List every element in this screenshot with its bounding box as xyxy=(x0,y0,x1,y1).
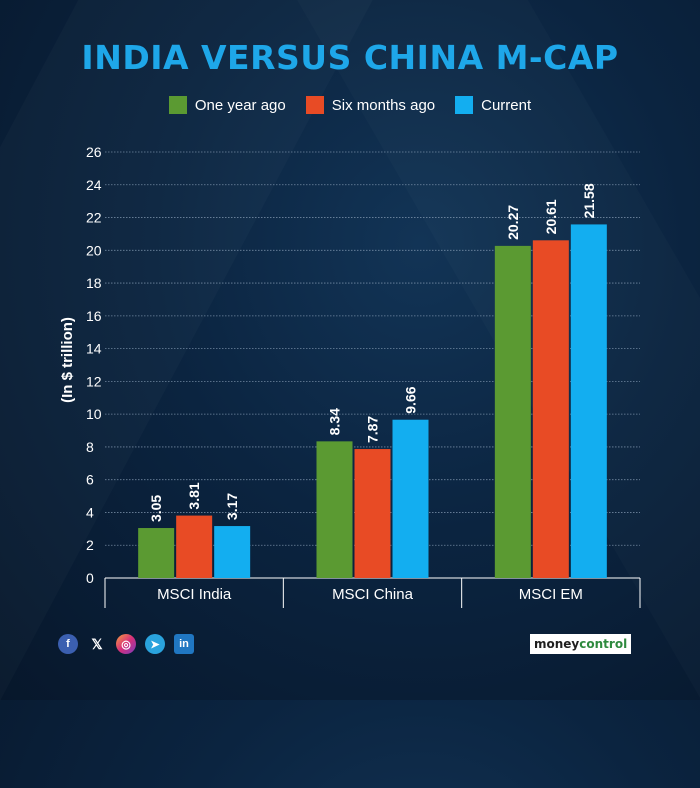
legend-label: Six months ago xyxy=(331,96,436,114)
bar xyxy=(392,419,429,578)
data-label: 21.58 xyxy=(581,183,597,218)
bar xyxy=(532,240,569,578)
y-tick-label: 10 xyxy=(86,406,102,422)
legend-label: One year ago xyxy=(194,96,286,114)
y-axis-label: (In $ trillion) xyxy=(59,317,76,403)
bar xyxy=(316,441,353,578)
data-label: 20.61 xyxy=(543,199,559,234)
brand-part-control: control xyxy=(579,637,628,651)
data-label: 7.87 xyxy=(365,416,381,443)
data-label: 3.17 xyxy=(224,493,240,520)
bar xyxy=(176,515,213,578)
bar xyxy=(494,245,531,578)
data-label: 20.27 xyxy=(505,205,521,240)
y-tick-label: 6 xyxy=(86,472,94,488)
instagram-icon[interactable]: ◎ xyxy=(116,634,136,654)
legend-swatch-six-months-ago xyxy=(305,96,324,114)
legend-item-six-months-ago: Six months ago xyxy=(305,96,436,114)
y-tick-label: 26 xyxy=(86,144,102,160)
y-tick-label: 4 xyxy=(86,504,94,520)
chart-legend: One year ago Six months ago Current xyxy=(0,96,700,114)
moneycontrol-logo: money control xyxy=(530,634,632,654)
facebook-icon[interactable]: f xyxy=(58,634,78,654)
x-tick-label: MSCI China xyxy=(332,586,414,603)
legend-label: Current xyxy=(481,96,532,114)
x-icon[interactable]: 𝕏 xyxy=(91,635,103,652)
legend-swatch-one-year-ago xyxy=(168,96,187,114)
y-tick-label: 16 xyxy=(86,308,102,324)
linkedin-icon[interactable]: in xyxy=(174,634,194,654)
legend-swatch-current xyxy=(455,96,474,114)
data-label: 3.81 xyxy=(186,482,202,509)
y-tick-label: 12 xyxy=(86,373,102,389)
chart-title: INDIA VERSUS CHINA M-CAP xyxy=(81,38,619,77)
data-label: 3.05 xyxy=(148,495,164,522)
y-tick-label: 20 xyxy=(86,242,102,258)
y-tick-label: 14 xyxy=(86,341,102,357)
brand-part-money: money xyxy=(534,637,580,651)
social-icons: f 𝕏 ◎ ➤ in xyxy=(58,634,194,654)
y-tick-label: 8 xyxy=(86,439,94,455)
x-tick-label: MSCI India xyxy=(157,586,232,603)
data-label: 9.66 xyxy=(403,386,419,413)
legend-item-one-year-ago: One year ago xyxy=(168,96,286,114)
y-tick-label: 18 xyxy=(86,275,102,291)
data-label: 8.34 xyxy=(327,408,343,435)
legend-item-current: Current xyxy=(455,96,531,114)
bar xyxy=(138,528,175,578)
x-tick-label: MSCI EM xyxy=(519,586,583,603)
y-tick-label: 24 xyxy=(86,177,102,193)
y-tick-label: 22 xyxy=(86,210,102,226)
bar xyxy=(570,224,607,579)
y-tick-label: 0 xyxy=(86,570,94,586)
telegram-icon[interactable]: ➤ xyxy=(145,634,165,654)
bar xyxy=(214,526,251,578)
y-tick-label: 2 xyxy=(86,537,94,553)
bar xyxy=(354,449,391,578)
